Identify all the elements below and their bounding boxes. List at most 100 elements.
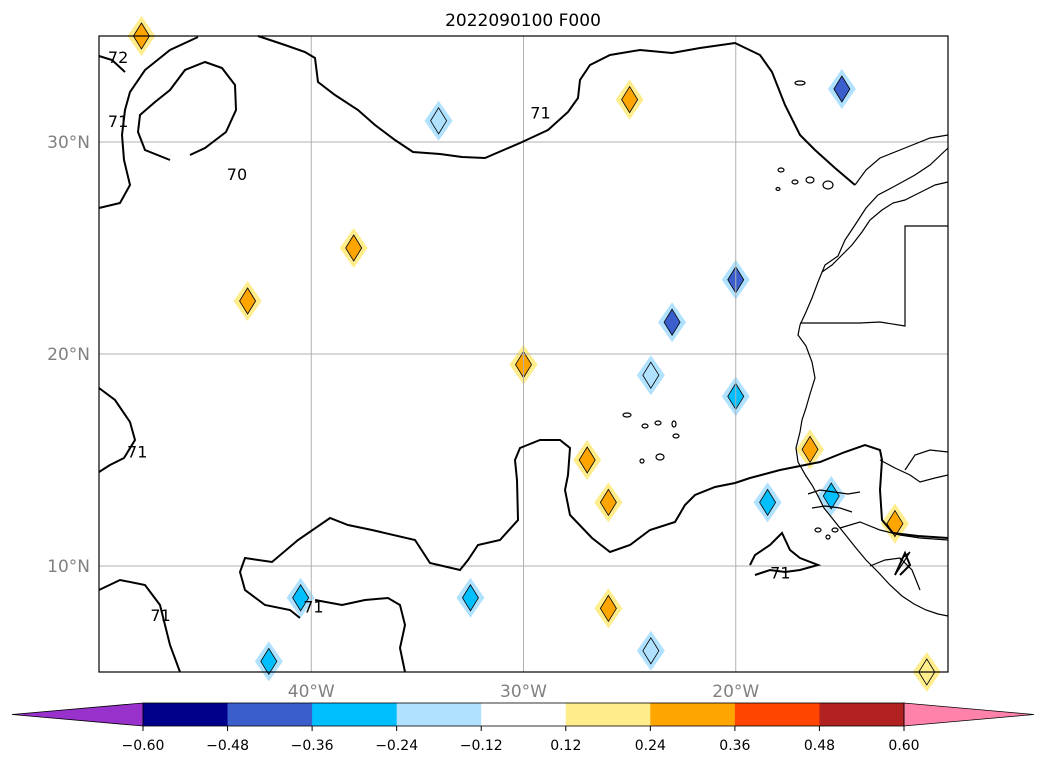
contour-labels: 72 71 70 71 71 71 71 71 [108, 48, 791, 625]
anomaly-core [260, 647, 278, 676]
coast-northwest-africa [795, 147, 949, 617]
coast-iberia-morocco [854, 134, 949, 186]
anomaly-core [461, 584, 479, 612]
canary-islands [791, 179, 799, 185]
contour-label: 71 [303, 597, 323, 616]
contour-71-east [749, 531, 822, 576]
colorbar-extend-high [903, 702, 1035, 727]
contour-label: 71 [127, 443, 147, 462]
anomaly-core [578, 446, 596, 474]
colorbar: −0.60 −0.48 −0.36 −0.24 −0.12 0.12 0.24 0.36 0.4… [11, 702, 1035, 754]
colorbar-segment [565, 703, 651, 726]
colorbar-tick-label: 0.48 [804, 738, 835, 754]
anomaly-core [345, 234, 363, 262]
anomaly-cell [286, 577, 315, 618]
cape-verde-island [671, 420, 677, 428]
contour-label: 71 [108, 112, 128, 131]
contour-71-west [98, 387, 137, 473]
anomaly-cell [233, 281, 262, 321]
colorbar-tick-label: 0.60 [888, 738, 919, 754]
contour-71-south [238, 439, 949, 619]
colorbar-extend-low [11, 702, 144, 727]
axis-ticks: 40°W 30°W 20°W 10°N 20°N 30°N [47, 133, 759, 702]
contour-71-africa [894, 550, 912, 576]
cape-verde-island [639, 458, 645, 464]
anomaly-cell [594, 588, 623, 629]
canary-islands [805, 176, 815, 184]
anomaly-core [599, 594, 617, 623]
cape-verde-island [655, 453, 665, 461]
colorbar-tick-label: 0.12 [550, 738, 581, 754]
colorbar-tick-label: −0.24 [375, 738, 418, 754]
y-tick-label: 10°N [47, 557, 90, 577]
anomaly-core [642, 637, 660, 665]
anomaly-cell [424, 100, 453, 141]
anomaly-core [822, 482, 840, 510]
colorbar-tick-label: −0.36 [291, 738, 334, 754]
colorbar-segment [819, 703, 905, 726]
colorbar-segment [650, 703, 736, 726]
border-gambia [807, 489, 861, 495]
colorbar-segment [734, 703, 820, 726]
border-sierra-leone [869, 557, 921, 591]
border-guinea-bissau [811, 505, 853, 513]
map-frame: 72 71 70 71 71 71 71 71 [98, 16, 949, 692]
colorbar-segment [396, 703, 482, 726]
contour-label: 70 [227, 165, 247, 184]
contour-71-north [98, 36, 199, 209]
anomaly-cell [636, 355, 665, 396]
border-western-sahara [800, 225, 948, 327]
madeira [794, 80, 806, 86]
x-tick-label: 20°W [712, 682, 759, 702]
anomaly-cell [573, 440, 602, 480]
anomaly-cell [636, 630, 665, 671]
contour-70 [136, 60, 238, 161]
bijagos-islands [831, 527, 839, 533]
contour-label: 71 [530, 103, 550, 122]
anomaly-cell [594, 482, 623, 523]
contour-label: 71 [150, 606, 170, 625]
colorbar-segment [481, 703, 567, 726]
contour-71-southwest [98, 578, 181, 673]
colorbar-tick-label: 0.36 [719, 738, 750, 754]
plot-border [98, 35, 949, 673]
anomaly-core [239, 287, 257, 315]
anomaly-core [663, 308, 681, 336]
anomaly-core [759, 488, 777, 517]
anomaly-core [599, 488, 617, 517]
border-morocco [821, 181, 949, 273]
contour-72 [98, 55, 126, 73]
border-guinea [839, 521, 949, 541]
chart-title: 2022090100 F000 [445, 11, 601, 31]
anomaly-cell [796, 429, 825, 470]
anomaly-cell [339, 228, 368, 268]
anomaly-cell [456, 577, 485, 618]
height-contours [98, 35, 949, 673]
anomaly-core [292, 584, 310, 612]
colorbar-tick-label: −0.60 [122, 738, 165, 754]
bijagos-islands [814, 527, 822, 533]
contour-label: 71 [770, 563, 790, 582]
canary-islands [822, 180, 834, 190]
coastline [622, 80, 949, 617]
border-mali [904, 449, 949, 471]
colorbar-segment [143, 703, 229, 726]
x-tick-label: 30°W [500, 682, 547, 702]
anomaly-cell [827, 69, 856, 109]
colorbar-segment [312, 703, 398, 726]
contour-label: 72 [108, 48, 128, 67]
anomaly-core [621, 85, 639, 114]
anomaly-core [801, 435, 819, 464]
colorbar-segment [227, 703, 313, 726]
x-tick-label: 40°W [288, 682, 335, 702]
border-liberia [894, 551, 911, 576]
colorbar-tick-label: −0.48 [206, 738, 249, 754]
anomaly-core [833, 75, 851, 103]
cape-verde-island [672, 433, 680, 439]
cape-verde-island [622, 412, 632, 418]
cape-verde-island [654, 420, 662, 426]
canary-islands [777, 167, 785, 173]
anomaly-core [642, 361, 660, 389]
contour-71-lower [314, 596, 407, 673]
